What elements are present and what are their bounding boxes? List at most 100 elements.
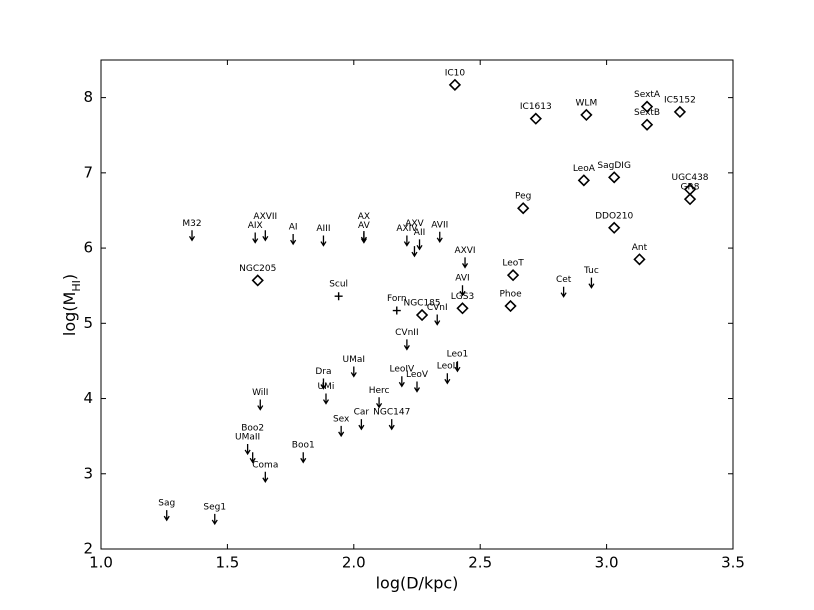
detection-marker [529,112,542,125]
point-label: Seg1 [203,502,226,512]
detection-marker [633,253,646,266]
upper-limit-marker [360,231,367,243]
detection-marker [640,118,654,131]
upper-limit-marker [249,452,256,464]
upper-limit-marker [413,381,421,393]
upper-limit-marker [411,246,418,258]
point-label: UMaI [343,355,366,365]
point-label: CVnI [427,303,448,313]
point-label: SextB [634,108,660,118]
x-tick-label: 2.5 [468,554,492,572]
detection-marker [580,108,593,122]
upper-limit-marker [262,471,269,484]
upper-limit-marker [403,339,410,351]
point-label: Scul [329,280,348,290]
point-label: Coma [252,460,278,470]
y-axis-label: log(MHI) [60,274,83,336]
detection-marker [448,78,462,91]
upper-limit-marker [188,230,196,242]
upper-limit-marker [560,286,567,298]
point-label: IC10 [445,68,466,78]
point-label: NGC185 [403,299,440,309]
upper-limit-marker [436,231,443,244]
point-label: GR8 [681,183,700,193]
plot-frame [100,59,734,550]
point-label: Dra [315,367,331,377]
upper-limit-marker [257,399,264,411]
upper-limit-marker [398,376,405,388]
x-tick-label: 1.5 [215,554,239,572]
point-label: Sex [333,414,350,424]
y-axis-label-part: HI [70,280,83,292]
upper-limit-marker [444,373,451,385]
upper-limit-marker [461,257,469,269]
upper-limit-marker [322,393,330,405]
y-tick-label: 4 [83,389,93,407]
detection-marker [683,193,697,206]
x-tick-label: 3.0 [595,554,619,572]
point-label: DDO210 [595,211,633,221]
detection-marker [517,202,530,215]
upper-limit-marker [376,397,383,409]
detection-marker [415,308,429,322]
detection-marker [608,221,621,234]
point-label: LeoA [573,164,596,174]
point-label: Phoe [499,290,522,300]
upper-limit-marker [358,419,365,431]
point-label: Leo1 [447,350,469,360]
point-label: Boo1 [292,441,315,451]
y-axis-label-part: ) [60,274,79,280]
point-label: SagDIG [597,161,631,171]
plus-marker [392,306,401,315]
point-label: NGC147 [373,408,410,418]
y-tick-label: 6 [83,239,93,257]
upper-limit-marker [211,513,218,526]
y-tick-label: 8 [83,88,93,106]
upper-limit-marker [388,419,395,431]
point-label: LeoT [502,259,524,269]
point-label: SextA [634,90,661,100]
point-label: Boo2 [241,423,264,433]
upper-limit-marker [320,378,327,390]
point-label: IC5152 [664,95,696,105]
y-tick-label: 5 [83,314,93,332]
point-label: Sag [158,499,175,509]
point-label: Car [354,408,370,418]
detection-marker [506,269,520,282]
point-label: WLM [576,98,598,108]
point-label: AX [358,212,370,222]
upper-limit-marker [454,361,461,373]
point-label: AXV [405,219,424,229]
point-label: NGC205 [239,264,276,274]
upper-limit-marker [434,314,441,326]
upper-limit-marker [416,239,423,251]
point-label: M32 [182,219,201,229]
upper-limit-marker [244,443,251,456]
detection-marker [251,274,264,287]
point-label: LeoIV [389,365,415,375]
point-label: Ant [632,243,648,253]
point-label: LeoII [437,362,458,372]
point-label: AV [358,221,371,231]
detection-marker [673,105,687,119]
upper-limit-marker [290,234,297,246]
point-label: LGS3 [451,292,474,302]
detection-marker [456,302,469,315]
upper-limit-marker [350,366,357,378]
point-label: AII [414,228,425,238]
upper-limit-marker [252,232,259,244]
point-label: AIII [316,224,330,234]
upper-limit-marker [403,235,410,247]
x-tick-label: 1.0 [89,554,113,572]
upper-limit-marker [300,452,307,464]
y-tick-label: 7 [83,163,93,181]
point-label: AI [289,223,298,233]
point-label: AIX [248,221,263,231]
x-axis-label: log(D/kpc) [376,574,459,593]
y-tick-label: 3 [83,464,93,482]
upper-limit-marker [338,425,345,438]
upper-limit-marker [459,285,466,297]
y-axis-label-part: log(M [60,292,79,336]
point-label: AXVI [454,246,475,256]
detection-marker [577,174,590,187]
